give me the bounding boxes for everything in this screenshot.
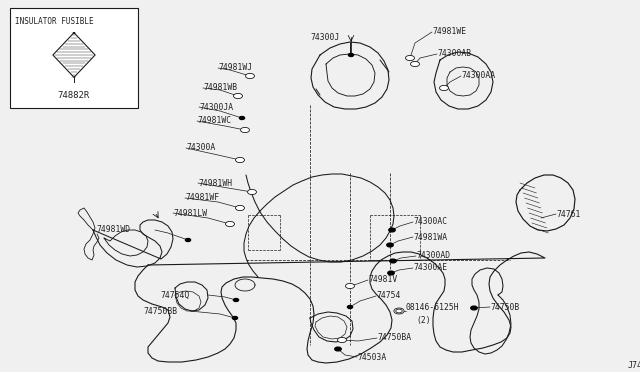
Circle shape — [348, 305, 353, 308]
Circle shape — [406, 55, 415, 61]
Circle shape — [236, 205, 244, 211]
Circle shape — [348, 54, 353, 57]
Text: 74300AB: 74300AB — [437, 49, 471, 58]
Text: 74754Q: 74754Q — [160, 291, 189, 299]
Circle shape — [248, 189, 257, 195]
Circle shape — [346, 283, 355, 289]
Text: 74300AA: 74300AA — [461, 71, 495, 80]
Text: 74750BA: 74750BA — [377, 334, 411, 343]
Circle shape — [239, 116, 244, 119]
Text: 74300AD: 74300AD — [416, 251, 450, 260]
Circle shape — [234, 93, 243, 99]
Circle shape — [394, 308, 404, 314]
Text: J74800QW: J74800QW — [628, 360, 640, 369]
Text: 74981WA: 74981WA — [413, 232, 447, 241]
Text: 74981WD: 74981WD — [96, 225, 130, 234]
Circle shape — [246, 73, 255, 78]
Text: 74300A: 74300A — [186, 144, 215, 153]
Text: 74754: 74754 — [376, 292, 401, 301]
Text: 74981WF: 74981WF — [185, 193, 219, 202]
Text: 74981LW: 74981LW — [173, 208, 207, 218]
Bar — [10, 8, 138, 108]
Text: 74300JA: 74300JA — [199, 103, 233, 112]
Circle shape — [232, 317, 237, 320]
Circle shape — [389, 228, 396, 232]
Circle shape — [186, 238, 191, 241]
Text: INSULATOR FUSIBLE: INSULATOR FUSIBLE — [15, 17, 93, 26]
Text: 74750BB: 74750BB — [143, 307, 177, 315]
Text: 74981WE: 74981WE — [432, 28, 466, 36]
Text: 74981WC: 74981WC — [197, 116, 231, 125]
Circle shape — [390, 259, 396, 263]
Circle shape — [387, 243, 393, 247]
Text: 08146-6125H: 08146-6125H — [406, 304, 460, 312]
Text: 74300AC: 74300AC — [413, 218, 447, 227]
Circle shape — [236, 157, 244, 163]
Circle shape — [396, 309, 402, 313]
Circle shape — [388, 271, 394, 275]
Circle shape — [225, 221, 234, 227]
Text: 74981WH: 74981WH — [198, 179, 232, 187]
Text: 74300AE: 74300AE — [413, 263, 447, 273]
Circle shape — [410, 61, 419, 67]
Text: 74981WJ: 74981WJ — [218, 64, 252, 73]
Text: 74503A: 74503A — [357, 353, 387, 362]
Text: 74300J: 74300J — [310, 32, 339, 42]
Circle shape — [241, 127, 250, 132]
Text: 74981V: 74981V — [368, 276, 397, 285]
Circle shape — [440, 86, 449, 91]
Text: 74761: 74761 — [556, 209, 580, 218]
Text: 74750B: 74750B — [490, 302, 519, 311]
Circle shape — [471, 306, 477, 310]
Circle shape — [234, 298, 239, 301]
Circle shape — [337, 337, 346, 343]
Text: 74981WB: 74981WB — [203, 83, 237, 93]
Text: (2): (2) — [416, 315, 431, 324]
Text: 74882R: 74882R — [58, 90, 90, 99]
Circle shape — [335, 347, 341, 351]
